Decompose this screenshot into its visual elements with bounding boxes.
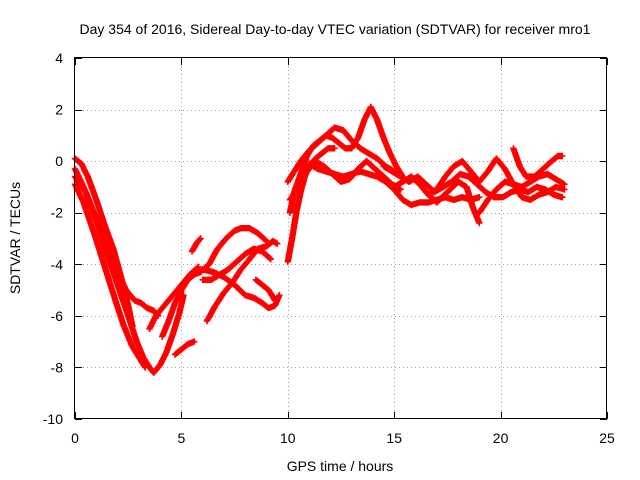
y-tick-label: 2 — [55, 102, 63, 118]
x-tick-label: 15 — [386, 430, 402, 446]
x-axis-label: GPS time / hours — [287, 458, 394, 474]
series-track-24 — [510, 145, 566, 180]
series-track-7 — [171, 338, 198, 358]
y-tick-label: 0 — [55, 153, 63, 169]
series-track-14 — [252, 276, 279, 304]
x-tick-label: 25 — [599, 430, 615, 446]
data-point-markers — [391, 155, 568, 203]
data-point-markers — [159, 276, 191, 340]
y-tick-label: -10 — [43, 411, 63, 427]
chart-title: Day 354 of 2016, Sidereal Day-to-day VTE… — [80, 21, 591, 37]
y-tick-label: -6 — [51, 308, 64, 324]
x-tick-label: 10 — [280, 430, 296, 446]
axis-ticks — [75, 58, 608, 420]
y-tick-labels: -10 -8 -6 -4 -2 0 2 4 — [43, 50, 63, 427]
series-track-22 — [422, 178, 483, 227]
x-tick-labels: 0 5 10 15 20 25 — [71, 430, 615, 446]
y-axis-label: SDTVAR / TECUs — [7, 182, 23, 294]
series-track-17 — [284, 124, 398, 185]
data-point-markers — [252, 276, 279, 304]
data-point-markers — [188, 235, 204, 255]
y-tick-label: -8 — [51, 359, 64, 375]
series-track-21 — [391, 155, 568, 203]
series-track-10 — [188, 235, 204, 255]
x-tick-label: 20 — [493, 430, 509, 446]
series-track-13 — [199, 266, 283, 312]
y-tick-label: 4 — [55, 50, 63, 66]
data-point-markers — [422, 178, 483, 227]
data-series — [71, 103, 568, 376]
grid-lines — [75, 58, 607, 419]
data-point-markers — [284, 124, 398, 185]
data-point-markers — [171, 338, 198, 358]
data-point-markers — [150, 292, 187, 376]
x-tick-label: 0 — [71, 430, 79, 446]
x-tick-label: 5 — [178, 430, 186, 446]
data-point-markers — [510, 145, 566, 180]
series-track-8 — [159, 276, 191, 340]
y-tick-label: -4 — [51, 256, 64, 272]
data-point-markers — [199, 266, 283, 312]
series-track-5 — [150, 292, 187, 376]
plot-frame — [74, 57, 607, 419]
y-tick-label: -2 — [51, 205, 64, 221]
